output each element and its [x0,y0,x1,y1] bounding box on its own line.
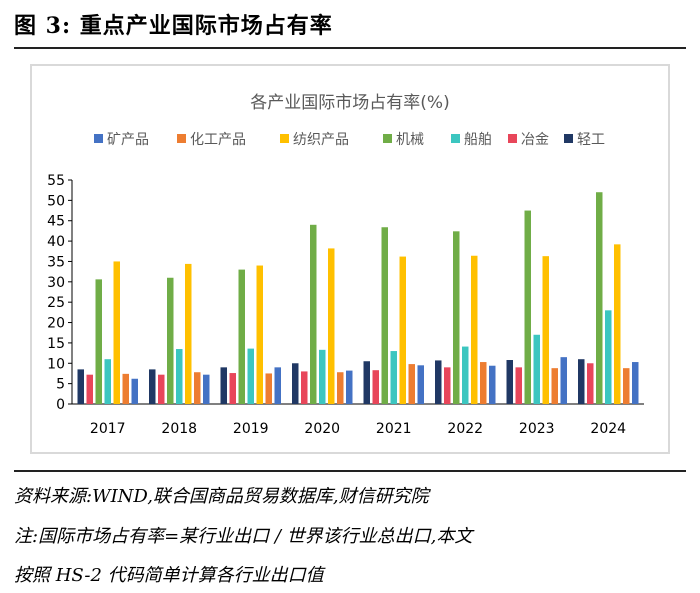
bar-纺织产品-2023 [542,256,549,404]
bar-机械-2022 [453,231,460,404]
bar-矿产品-2018 [203,374,210,404]
x-tick-label: 2017 [90,421,126,437]
legend-swatch [280,134,289,143]
y-tick-label: 55 [47,173,65,189]
bar-化工产品-2023 [551,368,558,404]
bar-船舶-2019 [247,348,254,404]
legend-swatch [564,134,573,143]
chart-frame: 各产业国际市场占有率(%) 矿产品 化工产品 纺织产品 机械 船舶 冶金 轻工 0 5 10 15 20… [30,64,670,454]
bar-船舶-2022 [462,346,469,404]
legend-label: 纺织产品 [293,132,349,148]
bar-船舶-2018 [176,349,183,404]
bar-纺织产品-2021 [399,256,406,404]
legend-label: 轻工 [577,132,605,148]
bar-矿产品-2021 [417,365,424,404]
bar-机械-2018 [167,277,174,404]
note-line-1: 注:国际市场占有率=某行业出口 / 世界该行业总出口,本文 [14,526,473,547]
legend-swatch [177,134,186,143]
bar-冶金-2024 [587,363,594,404]
y-tick-label: 15 [47,336,65,352]
y-tick-label: 0 [56,397,65,413]
bar-矿产品-2022 [489,365,496,404]
bar-纺织产品-2020 [328,248,335,404]
x-tick-label: 2020 [304,421,340,437]
bar-冶金-2019 [229,373,236,404]
x-tick-label: 2019 [233,421,269,437]
chart-title: 各产业国际市场占有率(%) [250,93,449,113]
y-tick-label: 30 [47,275,65,291]
bar-轻工-2023 [506,360,513,404]
y-tick-label: 5 [56,377,65,393]
legend-swatch [451,134,460,143]
bar-船舶-2017 [104,359,111,404]
bar-轻工-2022 [435,360,442,404]
bar-冶金-2023 [515,367,522,404]
x-tick-label: 2022 [447,421,483,437]
legend-label: 机械 [396,132,424,148]
legend-label: 化工产品 [190,132,246,148]
x-tick-label: 2021 [376,421,412,437]
source-note: 资料来源:WIND,联合国商品贸易数据库,财信研究院 [14,486,429,507]
bar-冶金-2017 [86,374,93,404]
bar-轻工-2024 [578,359,585,404]
bar-船舶-2021 [390,351,397,404]
bar-纺织产品-2017 [113,261,120,404]
bar-化工产品-2020 [337,372,344,404]
bar-化工产品-2021 [408,364,415,404]
top-rule [14,47,686,49]
x-tick-label: 2018 [161,421,197,437]
bar-化工产品-2024 [623,368,630,404]
bar-机械-2019 [238,269,245,404]
bar-轻工-2018 [149,369,156,404]
bar-矿产品-2020 [346,370,353,404]
bar-矿产品-2023 [560,357,567,404]
note-line-2: 按照 HS-2 代码简单计算各行业出口值 [14,565,324,586]
bar-矿产品-2017 [131,378,138,404]
bar-chart: 各产业国际市场占有率(%) 矿产品 化工产品 纺织产品 机械 船舶 冶金 轻工 0 5 10 15 20… [47,93,644,437]
bar-机械-2023 [524,210,531,404]
bar-轻工-2019 [220,367,227,404]
y-tick-label: 25 [47,295,65,311]
bar-机械-2021 [381,227,388,404]
legend-swatch [383,134,392,143]
bar-船舶-2023 [533,334,540,404]
bar-机械-2020 [310,224,317,404]
figure-title: 图 3: 重点产业国际市场占有率 [14,13,333,39]
bar-矿产品-2024 [632,362,639,404]
y-tick-label: 40 [47,234,65,250]
legend-swatch [508,134,517,143]
bar-化工产品-2022 [480,362,487,404]
legend-label: 矿产品 [107,132,149,148]
y-tick-label: 35 [47,254,65,270]
y-tick-label: 20 [47,316,65,332]
y-tick-label: 45 [47,214,65,230]
bar-轻工-2017 [77,369,84,404]
bar-冶金-2020 [301,371,308,404]
bar-船舶-2020 [319,349,326,404]
legend-label: 冶金 [521,132,549,148]
bar-机械-2017 [95,279,102,404]
bar-纺织产品-2022 [471,255,478,404]
bar-矿产品-2019 [274,367,281,404]
bar-轻工-2021 [363,361,370,404]
bar-冶金-2021 [372,370,379,404]
x-tick-label: 2023 [519,421,555,437]
bar-纺织产品-2018 [185,263,192,404]
bar-船舶-2024 [605,310,612,404]
bar-冶金-2022 [444,367,451,404]
bottom-rule [14,470,686,472]
legend-label: 船舶 [464,132,492,148]
legend-swatch [94,134,103,143]
y-tick-label: 50 [47,193,65,209]
bar-轻工-2020 [292,363,299,404]
bar-化工产品-2019 [265,373,272,404]
bar-冶金-2018 [158,374,165,404]
bar-化工产品-2017 [122,373,129,404]
y-tick-label: 10 [47,356,65,372]
bar-机械-2024 [596,192,603,404]
bar-纺织产品-2024 [614,244,621,404]
x-tick-label: 2024 [590,421,626,437]
bar-化工产品-2018 [194,372,201,404]
bar-纺织产品-2019 [256,265,263,404]
